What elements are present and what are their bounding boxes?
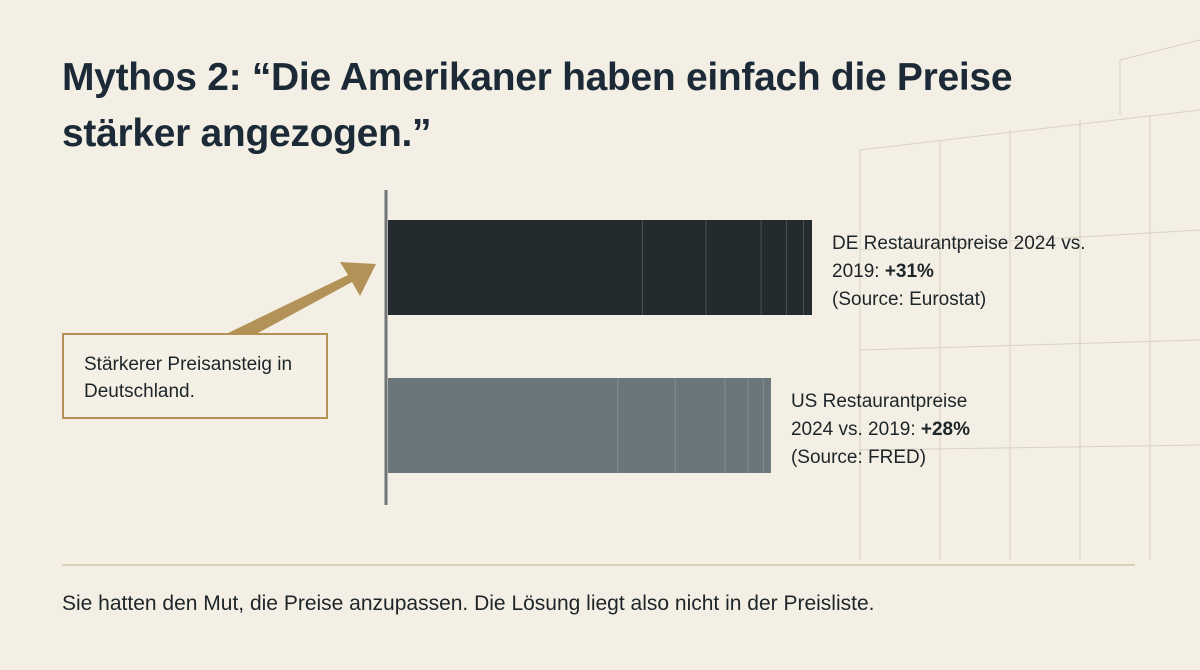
chart-title: Mythos 2: “Die Amerikaner haben einfach … [62,56,1013,155]
source-label: (Source: Eurostat) [832,289,987,310]
value-label: +31% [884,261,934,282]
bar-label: DE Restaurantpreise 2024 vs. 2019: +31% (… [832,230,1107,314]
category-label: US Restaurantpreise 2024 vs. 2019: [790,391,968,440]
annotation-arrow [228,262,376,333]
bar [388,378,771,473]
category-label: DE Restaurantpreise 2024 vs. 2019: [832,233,1086,282]
value-label: +28% [920,419,971,440]
footnote: Sie hatten den Mut, die Preise anzupasse… [62,592,875,615]
background-decoration [859,39,1200,560]
source-label: (Source: FRED) [790,447,927,468]
bar-label: US Restaurantpreise 2024 vs. 2019: +28% (… [791,388,1006,472]
bar [388,220,812,315]
annotation: Stärkerer Preisansteig in Deutschland. [62,333,328,419]
